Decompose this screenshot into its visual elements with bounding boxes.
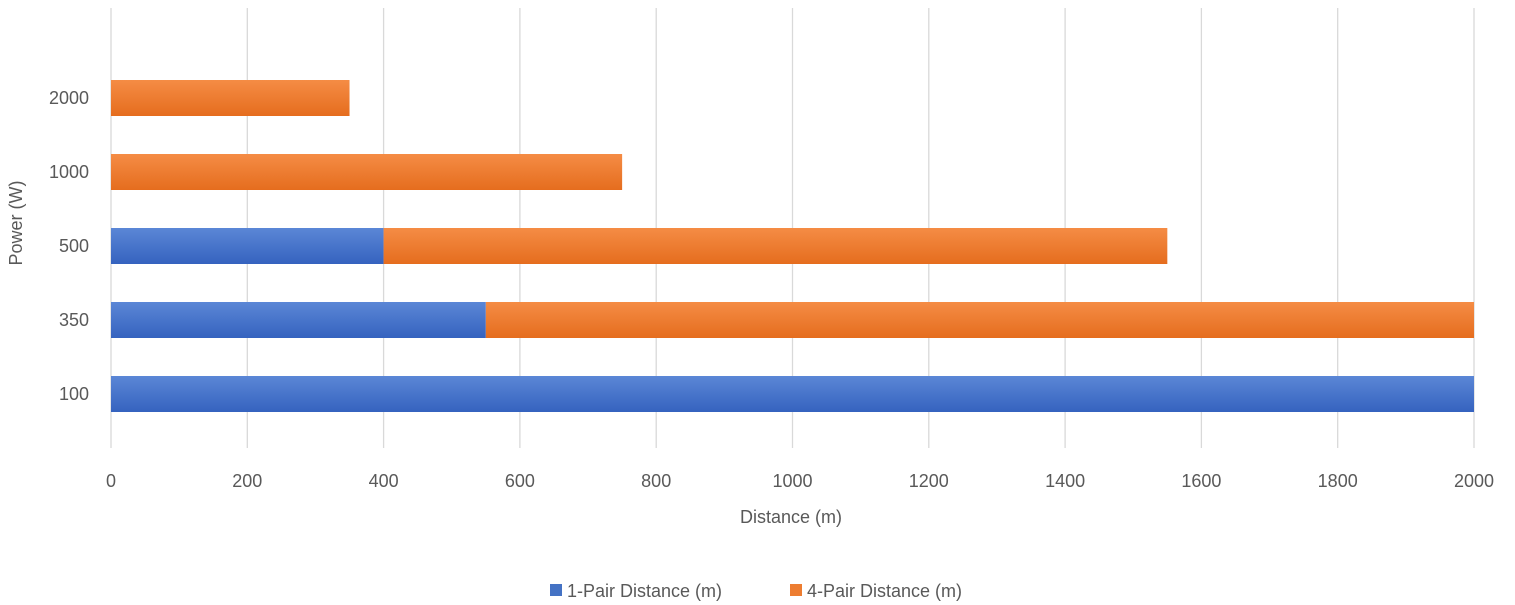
legend-swatch-1-pair — [550, 584, 562, 596]
bar-4-pair-1000 — [111, 154, 623, 190]
x-tick-label-600: 600 — [505, 471, 535, 491]
bar-1-pair-350 — [111, 302, 486, 338]
bar-1-pair-500 — [111, 228, 384, 264]
bar-4-pair-2000 — [111, 80, 350, 116]
legend: 1-Pair Distance (m) 4-Pair Distance (m) — [550, 581, 962, 601]
x-tick-label-0: 0 — [106, 471, 116, 491]
x-tick-label-400: 400 — [369, 471, 399, 491]
y-tick-label-350: 350 — [59, 310, 89, 330]
y-tick-label-500: 500 — [59, 236, 89, 256]
y-tick-label-100: 100 — [59, 384, 89, 404]
x-tick-label-1000: 1000 — [772, 471, 812, 491]
legend-label-4-pair: 4-Pair Distance (m) — [807, 581, 962, 601]
x-tick-label-1200: 1200 — [909, 471, 949, 491]
x-tick-label-200: 200 — [232, 471, 262, 491]
bar-1-pair-100 — [111, 376, 1474, 412]
x-tick-label-1800: 1800 — [1318, 471, 1358, 491]
x-axis-title: Distance (m) — [740, 507, 842, 527]
y-axis-title: Power (W) — [6, 181, 26, 266]
x-tick-label-800: 800 — [641, 471, 671, 491]
x-tick-label-1600: 1600 — [1181, 471, 1221, 491]
y-axis-tick-labels: 2000 1000 500 350 100 — [49, 88, 89, 404]
bar-4-pair-350 — [485, 302, 1474, 338]
y-tick-label-2000: 2000 — [49, 88, 89, 108]
legend-label-1-pair: 1-Pair Distance (m) — [567, 581, 722, 601]
bar-4-pair-500 — [383, 228, 1168, 264]
bars — [111, 80, 1474, 412]
x-tick-label-2000: 2000 — [1454, 471, 1494, 491]
x-tick-label-1400: 1400 — [1045, 471, 1085, 491]
legend-swatch-4-pair — [790, 584, 802, 596]
y-tick-label-1000: 1000 — [49, 162, 89, 182]
x-axis-tick-labels: 0 200 400 600 800 1000 1200 1400 1600 1800 2000 — [106, 471, 1494, 491]
